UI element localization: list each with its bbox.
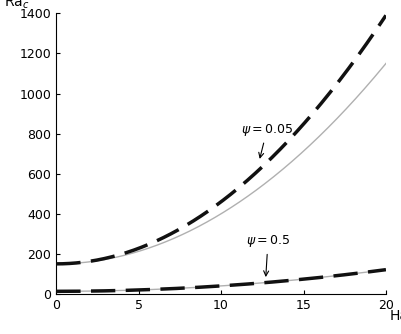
X-axis label: Ha: Ha (389, 309, 401, 323)
Y-axis label: Ra$_c$: Ra$_c$ (4, 0, 29, 11)
Text: $\psi = 0.05$: $\psi = 0.05$ (240, 122, 292, 158)
Text: $\psi = 0.5$: $\psi = 0.5$ (245, 233, 290, 276)
